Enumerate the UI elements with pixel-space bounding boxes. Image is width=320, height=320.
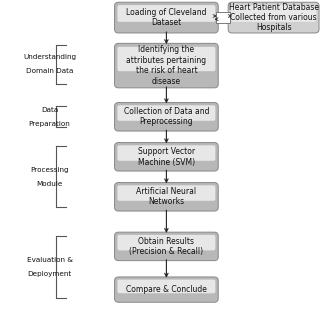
FancyBboxPatch shape — [117, 280, 215, 293]
FancyBboxPatch shape — [117, 185, 215, 201]
FancyBboxPatch shape — [117, 47, 215, 71]
Text: Processing

Module: Processing Module — [30, 167, 69, 187]
Text: Heart Patient Database
Collected from various
Hospitals: Heart Patient Database Collected from va… — [228, 3, 319, 33]
Text: Identifying the
attributes pertaining
the risk of heart
disease: Identifying the attributes pertaining th… — [126, 45, 206, 86]
Text: Evaluation &

Deployment: Evaluation & Deployment — [27, 257, 73, 277]
FancyBboxPatch shape — [117, 105, 215, 121]
Text: Obtain Results
(Precision & Recall): Obtain Results (Precision & Recall) — [129, 237, 204, 256]
Text: Support Vector
Machine (SVM): Support Vector Machine (SVM) — [138, 147, 195, 166]
FancyBboxPatch shape — [115, 277, 218, 302]
FancyBboxPatch shape — [115, 182, 218, 211]
Text: Compare & Conclude: Compare & Conclude — [126, 285, 207, 294]
FancyBboxPatch shape — [231, 5, 316, 22]
Text: Artificial Neural
Networks: Artificial Neural Networks — [136, 187, 196, 206]
Text: Understanding

Domain Data: Understanding Domain Data — [23, 54, 76, 75]
FancyBboxPatch shape — [216, 12, 230, 23]
FancyBboxPatch shape — [115, 2, 218, 33]
Text: Loading of Cleveland
Dataset: Loading of Cleveland Dataset — [126, 8, 207, 27]
FancyBboxPatch shape — [117, 145, 215, 161]
Text: Collection of Data and
Preprocessing: Collection of Data and Preprocessing — [124, 107, 209, 126]
FancyBboxPatch shape — [228, 2, 319, 33]
FancyBboxPatch shape — [115, 232, 218, 260]
FancyBboxPatch shape — [115, 143, 218, 171]
FancyBboxPatch shape — [115, 102, 218, 131]
Text: Data

Preparation: Data Preparation — [29, 107, 70, 127]
FancyBboxPatch shape — [117, 5, 215, 22]
FancyBboxPatch shape — [117, 235, 215, 250]
FancyBboxPatch shape — [115, 43, 218, 88]
